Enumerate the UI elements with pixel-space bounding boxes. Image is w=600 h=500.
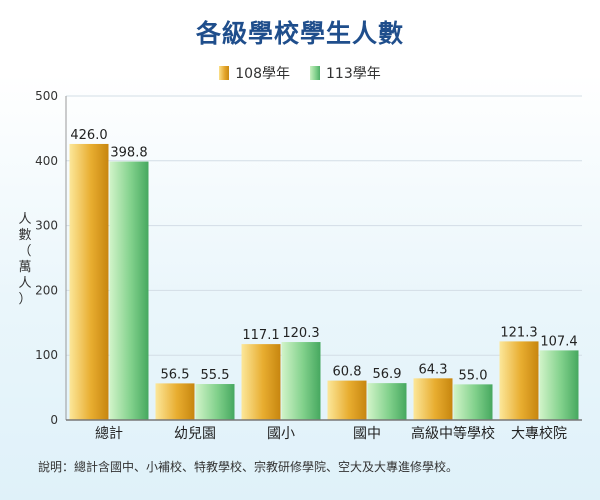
legend-label-113: 113學年 (326, 66, 381, 82)
bar-value-label: 55.5 (201, 368, 230, 383)
bar (539, 350, 579, 420)
legend-label-108: 108學年 (235, 66, 290, 82)
chart-note: 說明：總計含國中、小補校、特教學校、宗教研修學院、空大及大專進修學校。 (38, 460, 459, 474)
bar (281, 342, 321, 420)
y-tick-label: 300 (35, 219, 58, 233)
y-tick-label: 500 (35, 89, 58, 103)
y-tick-label: 400 (35, 154, 58, 168)
x-tick-label: 大專校院 (511, 425, 567, 442)
bar (195, 384, 235, 420)
bar-value-label: 121.3 (500, 325, 537, 340)
legend-swatch-113 (310, 66, 320, 80)
bar (109, 161, 149, 420)
bar-value-label: 56.5 (161, 367, 190, 382)
bar-value-label: 56.9 (373, 367, 402, 382)
bar-value-label: 117.1 (242, 328, 279, 343)
bar-value-label: 120.3 (282, 326, 319, 341)
chart-title: 各級學校學生人數 (195, 19, 404, 48)
bar (155, 383, 195, 420)
bar (241, 344, 281, 420)
y-tick-label: 200 (35, 283, 58, 297)
y-tick-label: 0 (50, 413, 58, 427)
x-tick-label: 國中 (353, 426, 381, 442)
legend-swatch-108 (219, 66, 230, 80)
bar-value-label: 60.8 (333, 365, 362, 380)
y-axis-title: 人數（萬人） (18, 212, 31, 307)
y-tick-label: 100 (35, 348, 58, 362)
bar-value-label: 398.8 (110, 146, 147, 161)
legend: 108學年 113學年 (0, 63, 600, 83)
bar (499, 341, 539, 420)
x-tick-label: 國小 (267, 426, 295, 442)
bar (327, 380, 367, 420)
bar-value-label: 55.0 (459, 368, 488, 383)
legend-item-108: 108學年 (219, 63, 290, 83)
x-tick-label: 高級中等學校 (411, 425, 495, 442)
x-tick-label: 幼兒園 (174, 426, 216, 442)
bar-value-label: 107.4 (540, 334, 577, 349)
bar (69, 143, 109, 420)
bar (413, 378, 453, 420)
legend-item-113: 113學年 (310, 63, 381, 83)
bar (453, 384, 493, 420)
x-tick-label: 總計 (95, 425, 123, 442)
bar-value-label: 64.3 (419, 362, 448, 377)
bar-value-label: 426.0 (70, 128, 107, 143)
bar (367, 383, 407, 420)
